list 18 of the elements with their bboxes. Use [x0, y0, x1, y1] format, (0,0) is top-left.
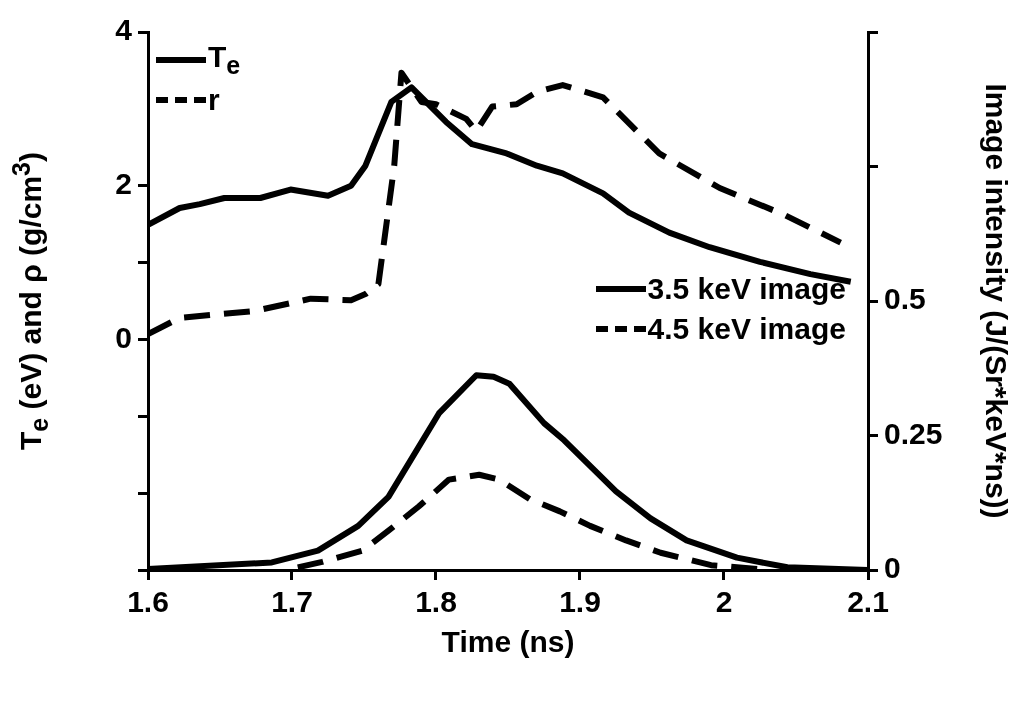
y-tick-label: 2 [115, 166, 132, 200]
x-tick-label: 2.1 [847, 585, 889, 619]
x-tick-label: 1.6 [127, 585, 169, 619]
y-tick-label: 4 [115, 13, 133, 47]
y2-tick-label: 0.25 [884, 416, 943, 450]
y2-axis-title: Image intensity (J/(Sr*keV*ns)) [979, 83, 1013, 519]
y2-tick-label: 0 [884, 551, 901, 585]
x-tick-label: 1.7 [271, 585, 313, 619]
legend-label: r [208, 83, 220, 117]
x-tick-label: 1.8 [415, 585, 457, 619]
legend-label: 3.5 keV image [647, 271, 846, 306]
x-axis-title: Time (ns) [441, 625, 575, 659]
x-tick-label: 1.9 [559, 585, 601, 619]
x-tick-label: 2 [715, 585, 733, 619]
y-tick-label: 0 [115, 320, 132, 354]
y2-tick-label: 0.5 [884, 282, 926, 316]
legend-label: 4.5 keV image [647, 311, 846, 346]
legend-label: T$_{e}$ [208, 40, 241, 80]
